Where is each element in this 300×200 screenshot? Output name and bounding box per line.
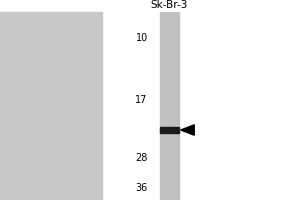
Text: 17: 17 (135, 95, 148, 105)
Text: Sk-Br-3: Sk-Br-3 (151, 0, 188, 10)
Text: 36: 36 (136, 183, 148, 193)
Polygon shape (181, 125, 194, 135)
Text: 28: 28 (135, 153, 148, 163)
Bar (160, 127, 179, 133)
Text: 10: 10 (136, 33, 148, 43)
Bar (0, 12, 102, 200)
Bar (160, 12, 179, 200)
